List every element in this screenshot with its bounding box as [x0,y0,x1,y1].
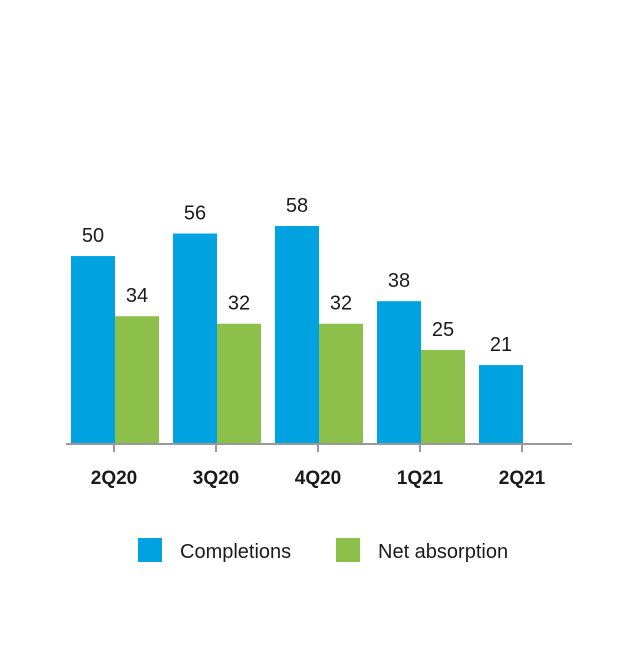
bar-net-absorption-3q20 [217,323,261,444]
bars-group [71,226,523,444]
bar-completions-3q20 [173,233,217,444]
legend-label-net-absorption: Net absorption [378,541,508,563]
value-label-net-absorption-1q21: 25 [432,319,454,341]
bar-completions-1q21 [377,301,421,444]
bar-net-absorption-1q21 [421,350,465,444]
x-tick-label-2q21: 2Q21 [499,468,546,489]
x-axis-tick-labels-group: 2Q20 3Q20 4Q20 1Q21 2Q21 [91,468,546,489]
legend: Completions Net absorption [138,538,508,563]
value-label-completions-2q21: 21 [490,334,512,356]
value-label-completions-4q20: 58 [286,195,308,217]
bar-completions-4q20 [275,226,319,444]
value-label-completions-1q21: 38 [388,270,410,292]
legend-swatch-completions [138,538,162,562]
legend-swatch-net-absorption [336,538,360,562]
value-label-completions-2q20: 50 [82,225,104,247]
x-tick-label-2q20: 2Q20 [91,468,137,489]
value-label-net-absorption-2q20: 34 [126,285,148,307]
x-tick-label-3q20: 3Q20 [193,468,239,489]
value-labels-group: 50 34 56 32 58 32 38 25 21 [82,195,512,356]
bar-net-absorption-2q20 [115,316,159,444]
value-label-net-absorption-4q20: 32 [330,293,352,315]
bar-completions-2q21 [479,365,523,444]
x-tick-label-4q20: 4Q20 [295,468,341,489]
legend-label-completions: Completions [180,541,291,563]
x-tick-label-1q21: 1Q21 [397,468,444,489]
value-label-completions-3q20: 56 [184,203,206,225]
bar-net-absorption-4q20 [319,323,363,444]
value-label-net-absorption-3q20: 32 [228,293,250,315]
x-axis-ticks-group [113,444,523,452]
bar-completions-2q20 [71,256,115,444]
